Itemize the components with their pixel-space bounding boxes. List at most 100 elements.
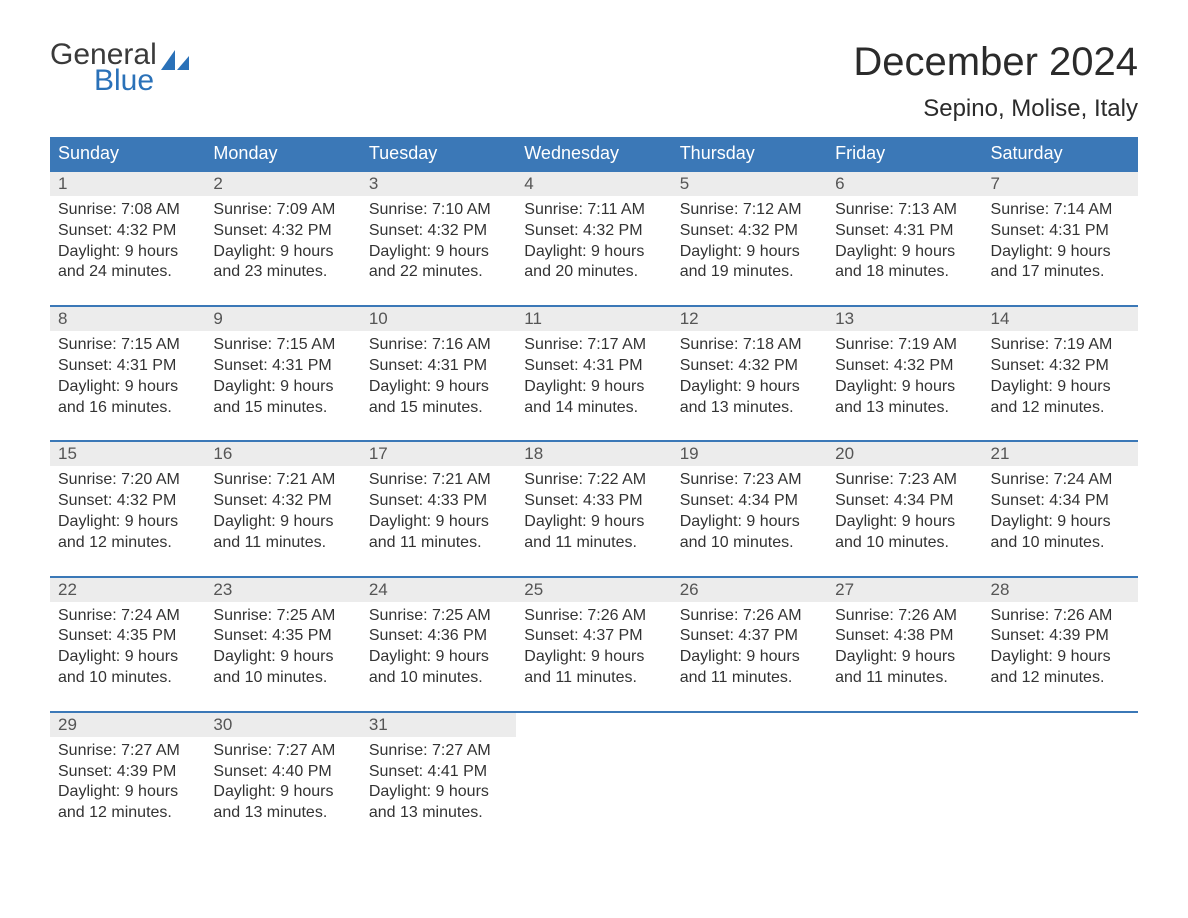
location-subtitle: Sepino, Molise, Italy: [853, 95, 1138, 123]
day1-text: Daylight: 9 hours: [680, 377, 819, 398]
sunset-text: Sunset: 4:39 PM: [991, 626, 1130, 647]
day-number: 5: [672, 172, 827, 196]
day1-text: Daylight: 9 hours: [991, 512, 1130, 533]
day2-text: and 22 minutes.: [369, 262, 508, 283]
logo: General Blue: [50, 40, 189, 96]
day-number: 25: [516, 578, 671, 602]
month-title: December 2024: [853, 40, 1138, 85]
weekday-header: Tuesday: [361, 137, 516, 170]
weekday-header: Sunday: [50, 137, 205, 170]
day2-text: and 20 minutes.: [524, 262, 663, 283]
day1-text: Daylight: 9 hours: [58, 647, 197, 668]
day-number: 11: [516, 307, 671, 331]
sunrise-text: Sunrise: 7:22 AM: [524, 470, 663, 491]
sunrise-text: Sunrise: 7:18 AM: [680, 335, 819, 356]
day2-text: and 10 minutes.: [835, 533, 974, 554]
sunrise-text: Sunrise: 7:23 AM: [680, 470, 819, 491]
day-cell: Sunrise: 7:25 AMSunset: 4:36 PMDaylight:…: [361, 602, 516, 703]
sunset-text: Sunset: 4:36 PM: [369, 626, 508, 647]
day-number: 7: [983, 172, 1138, 196]
day-number-row: 293031: [50, 713, 1138, 737]
sunset-text: Sunset: 4:33 PM: [369, 491, 508, 512]
day1-text: Daylight: 9 hours: [991, 647, 1130, 668]
day-cell: Sunrise: 7:21 AMSunset: 4:32 PMDaylight:…: [205, 466, 360, 567]
day1-text: Daylight: 9 hours: [835, 242, 974, 263]
day1-text: Daylight: 9 hours: [835, 512, 974, 533]
sunset-text: Sunset: 4:31 PM: [991, 221, 1130, 242]
day2-text: and 13 minutes.: [213, 803, 352, 824]
day-cell: Sunrise: 7:23 AMSunset: 4:34 PMDaylight:…: [827, 466, 982, 567]
day-content-row: Sunrise: 7:24 AMSunset: 4:35 PMDaylight:…: [50, 602, 1138, 703]
day-cell: Sunrise: 7:24 AMSunset: 4:34 PMDaylight:…: [983, 466, 1138, 567]
day-cell: Sunrise: 7:26 AMSunset: 4:37 PMDaylight:…: [516, 602, 671, 703]
day-number: 30: [205, 713, 360, 737]
title-block: December 2024 Sepino, Molise, Italy: [853, 40, 1138, 123]
sunset-text: Sunset: 4:35 PM: [58, 626, 197, 647]
sunrise-text: Sunrise: 7:21 AM: [369, 470, 508, 491]
day-number: 17: [361, 442, 516, 466]
sunrise-text: Sunrise: 7:25 AM: [369, 606, 508, 627]
day-number: 31: [361, 713, 516, 737]
sunrise-text: Sunrise: 7:15 AM: [213, 335, 352, 356]
day-cell: [827, 737, 982, 838]
day-cell: Sunrise: 7:18 AMSunset: 4:32 PMDaylight:…: [672, 331, 827, 432]
day1-text: Daylight: 9 hours: [680, 647, 819, 668]
day-cell: Sunrise: 7:11 AMSunset: 4:32 PMDaylight:…: [516, 196, 671, 297]
weekday-header: Thursday: [672, 137, 827, 170]
day-number: 8: [50, 307, 205, 331]
sunset-text: Sunset: 4:35 PM: [213, 626, 352, 647]
day-number: [983, 713, 1138, 737]
day-cell: Sunrise: 7:25 AMSunset: 4:35 PMDaylight:…: [205, 602, 360, 703]
day-number: 12: [672, 307, 827, 331]
sunset-text: Sunset: 4:31 PM: [213, 356, 352, 377]
day-cell: Sunrise: 7:15 AMSunset: 4:31 PMDaylight:…: [205, 331, 360, 432]
day1-text: Daylight: 9 hours: [58, 377, 197, 398]
day2-text: and 12 minutes.: [58, 803, 197, 824]
day2-text: and 10 minutes.: [213, 668, 352, 689]
sunrise-text: Sunrise: 7:14 AM: [991, 200, 1130, 221]
day-cell: Sunrise: 7:15 AMSunset: 4:31 PMDaylight:…: [50, 331, 205, 432]
day-number: 1: [50, 172, 205, 196]
sunrise-text: Sunrise: 7:19 AM: [835, 335, 974, 356]
day-cell: Sunrise: 7:16 AMSunset: 4:31 PMDaylight:…: [361, 331, 516, 432]
sunrise-text: Sunrise: 7:19 AM: [991, 335, 1130, 356]
day2-text: and 11 minutes.: [524, 668, 663, 689]
sunrise-text: Sunrise: 7:15 AM: [58, 335, 197, 356]
day-cell: Sunrise: 7:26 AMSunset: 4:39 PMDaylight:…: [983, 602, 1138, 703]
day-cell: Sunrise: 7:27 AMSunset: 4:39 PMDaylight:…: [50, 737, 205, 838]
day2-text: and 24 minutes.: [58, 262, 197, 283]
day1-text: Daylight: 9 hours: [213, 782, 352, 803]
day-number: 10: [361, 307, 516, 331]
day2-text: and 11 minutes.: [524, 533, 663, 554]
week-row: 293031Sunrise: 7:27 AMSunset: 4:39 PMDay…: [50, 711, 1138, 838]
sunset-text: Sunset: 4:34 PM: [680, 491, 819, 512]
sunrise-text: Sunrise: 7:26 AM: [991, 606, 1130, 627]
day-number-row: 1234567: [50, 172, 1138, 196]
day2-text: and 14 minutes.: [524, 398, 663, 419]
day-cell: [983, 737, 1138, 838]
sunrise-text: Sunrise: 7:24 AM: [991, 470, 1130, 491]
day-cell: Sunrise: 7:19 AMSunset: 4:32 PMDaylight:…: [827, 331, 982, 432]
sunset-text: Sunset: 4:40 PM: [213, 762, 352, 783]
day2-text: and 11 minutes.: [369, 533, 508, 554]
day-number: 27: [827, 578, 982, 602]
calendar: SundayMondayTuesdayWednesdayThursdayFrid…: [50, 137, 1138, 838]
day-cell: [672, 737, 827, 838]
sunset-text: Sunset: 4:32 PM: [213, 221, 352, 242]
day1-text: Daylight: 9 hours: [58, 782, 197, 803]
day1-text: Daylight: 9 hours: [991, 242, 1130, 263]
day-number: 15: [50, 442, 205, 466]
day2-text: and 10 minutes.: [58, 668, 197, 689]
sunset-text: Sunset: 4:41 PM: [369, 762, 508, 783]
sunset-text: Sunset: 4:32 PM: [369, 221, 508, 242]
sunset-text: Sunset: 4:32 PM: [58, 491, 197, 512]
day-number: 2: [205, 172, 360, 196]
week-row: 15161718192021Sunrise: 7:20 AMSunset: 4:…: [50, 440, 1138, 567]
sunrise-text: Sunrise: 7:17 AM: [524, 335, 663, 356]
day1-text: Daylight: 9 hours: [58, 242, 197, 263]
sunrise-text: Sunrise: 7:27 AM: [58, 741, 197, 762]
sunrise-text: Sunrise: 7:20 AM: [58, 470, 197, 491]
day-number: [516, 713, 671, 737]
day-number: 26: [672, 578, 827, 602]
day-number: 23: [205, 578, 360, 602]
